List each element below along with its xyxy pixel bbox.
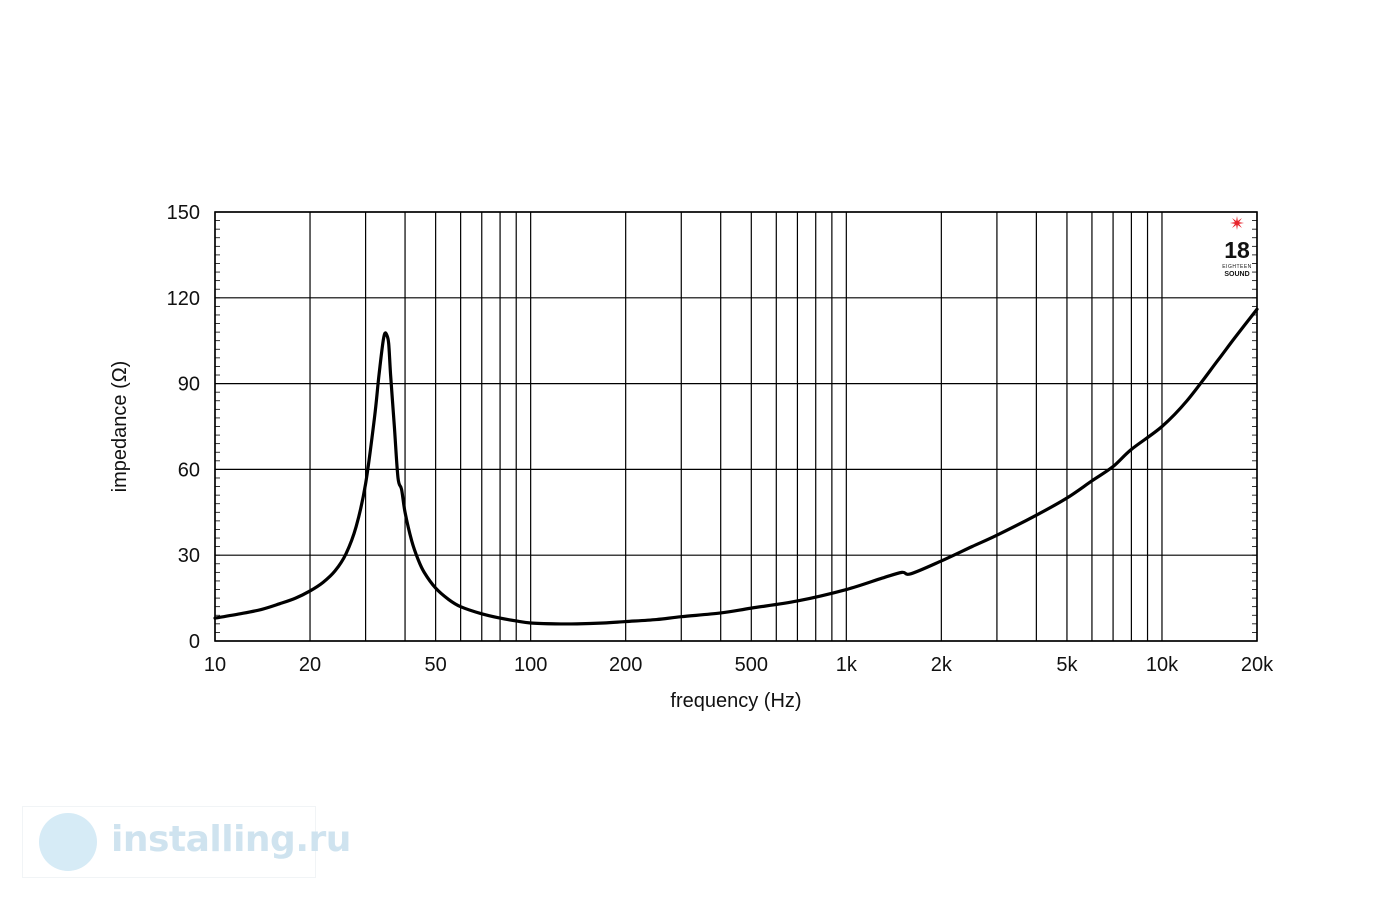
y-tick-label: 30 [178,545,200,567]
plot-frame [214,211,1258,642]
x-tick-label: 2k [931,654,953,676]
x-tick-label: 500 [735,654,768,676]
x-tick-label: 20k [1241,654,1274,676]
brand-small-text: EIGHTEEN [1222,264,1252,270]
watermark: installing.ru [22,806,351,878]
y-tick-label: 60 [178,459,200,481]
y-axis-title: impedance (Ω) [109,361,131,493]
x-tick-labels: 10 20 50 100 200 500 1k 2k 5k 10k 20k [204,654,1274,676]
series-line-1 [213,307,1259,626]
y-tick-label: 120 [167,288,200,310]
watermark-logo-icon [39,813,97,871]
x-tick-label: 20 [299,654,321,676]
x-tick-label: 200 [609,654,642,676]
grid [214,211,1258,642]
brand-logo: 18 EIGHTEEN SOUND [1222,216,1252,278]
series-layer [213,307,1259,626]
x-tick-label: 10 [204,654,226,676]
x-axis-title: frequency (Hz) [670,690,801,712]
y-tick-label: 150 [167,202,200,224]
x-tick-label: 1k [836,654,858,676]
x-tick-label: 10k [1146,654,1179,676]
x-tick-label: 5k [1056,654,1078,676]
star-icon [1230,216,1244,230]
watermark-text: installing.ru [111,819,351,860]
minor-ticks [215,211,1257,642]
y-tick-label: 90 [178,374,200,396]
x-tick-label: 50 [425,654,447,676]
x-tick-label: 100 [514,654,547,676]
brand-word: SOUND [1224,271,1249,278]
y-tick-labels: 0 30 60 90 120 150 [167,202,200,653]
y-tick-label: 0 [189,631,200,653]
brand-number: 18 [1224,237,1250,263]
